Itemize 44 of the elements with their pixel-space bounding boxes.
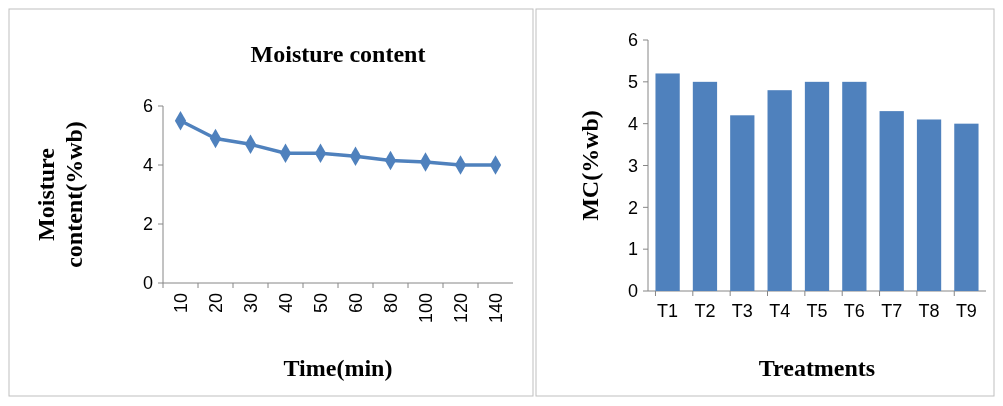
x-tick-label: 30 <box>240 293 261 314</box>
x-tick-label: 20 <box>205 293 226 314</box>
x-tick-label: 100 <box>415 293 436 324</box>
y-axis-title: MC(%wb) <box>577 110 603 221</box>
x-tick-label: T2 <box>694 301 716 321</box>
bar <box>916 119 942 291</box>
x-tick-label: 80 <box>380 293 401 314</box>
x-tick-label: T4 <box>769 301 791 321</box>
x-axis-title: Time(min) <box>283 355 393 381</box>
x-tick-label: T9 <box>955 301 977 321</box>
y-axis-title: Moisture content(%wb) <box>33 121 87 268</box>
x-axis-title: Treatments <box>758 355 876 381</box>
bar <box>655 73 680 291</box>
y-tick-label: 1 <box>627 239 638 260</box>
y-tick-label: 2 <box>142 214 153 235</box>
y-tick-label: 0 <box>142 273 153 294</box>
bar <box>842 81 867 291</box>
bar <box>954 123 979 291</box>
bar <box>804 81 830 291</box>
y-tick-label: 4 <box>142 155 153 176</box>
y-tick-label: 2 <box>627 197 638 218</box>
y-tick-label: 0 <box>627 281 638 302</box>
x-tick-label: T7 <box>881 301 903 321</box>
x-tick-label: 50 <box>310 293 331 314</box>
x-tick-label: 60 <box>345 293 366 314</box>
y-tick-label: 6 <box>627 30 638 51</box>
bar <box>767 90 792 291</box>
bar <box>730 115 755 291</box>
x-tick-label: 40 <box>275 293 296 314</box>
y-tick-label: 5 <box>627 72 638 93</box>
y-tick-label: 4 <box>627 113 638 134</box>
x-tick-label: 140 <box>485 293 506 324</box>
y-tick-label: 6 <box>142 96 153 117</box>
x-tick-label: 10 <box>170 293 191 314</box>
x-tick-label: T6 <box>843 301 865 321</box>
x-tick-label: T1 <box>657 301 679 321</box>
x-tick-label: 120 <box>450 293 471 324</box>
chart-title: Moisture content <box>250 41 426 67</box>
x-tick-label: T8 <box>918 301 940 321</box>
bar <box>879 111 904 291</box>
y-tick-label: 3 <box>627 155 638 176</box>
x-tick-label: T3 <box>731 301 753 321</box>
bar <box>692 81 718 291</box>
x-tick-label: T5 <box>806 301 828 321</box>
